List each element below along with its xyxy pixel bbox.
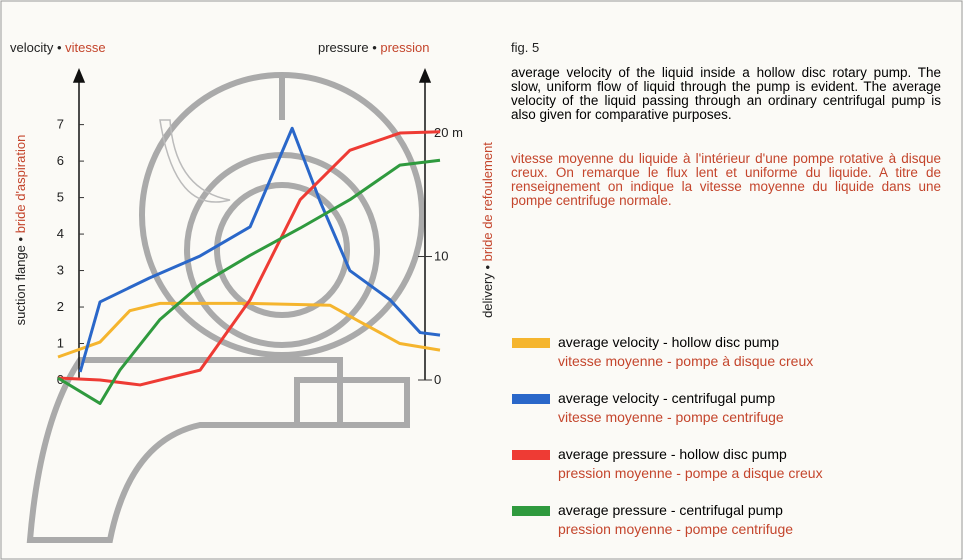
line — [57, 301, 441, 359]
y2-label-en: delivery • — [480, 265, 495, 318]
legend-label: average velocity - hollow disc pump — [558, 334, 779, 350]
legend-label-fr: vitesse moyenne - pompe à disque creux — [558, 353, 814, 369]
legend-swatch — [512, 338, 550, 348]
line — [57, 158, 441, 405]
legend-label: average pressure - centrifugal pump — [558, 502, 783, 518]
line — [57, 130, 441, 387]
y-tick-label: 6 — [57, 153, 64, 168]
legend-label: average pressure - hollow disc pump — [558, 446, 787, 462]
y2-label: delivery • bride de refoulement — [480, 142, 495, 318]
y2-tick-label: 10 — [434, 249, 448, 264]
y2-tick-label: 20 m — [434, 125, 463, 140]
description-fr: vitesse moyenne du liquide à l'intérieur… — [511, 151, 941, 208]
y-title-en: velocity • — [10, 40, 62, 55]
y-tick-label: 2 — [57, 299, 64, 314]
y-label-fr: bride d'aspiration — [13, 135, 28, 234]
legend-label: average velocity - centrifugal pump — [558, 390, 776, 406]
legend-label-fr: pression moyenne - pompe centrifuge — [558, 521, 794, 537]
y-tick-label: 5 — [57, 190, 64, 205]
description: average velocity of the liquid inside a … — [511, 65, 941, 122]
legend-swatch — [512, 450, 550, 460]
legend-swatch — [512, 394, 550, 404]
y-label-en: suction flange • — [13, 236, 28, 325]
y-label: suction flange • bride d'aspiration — [13, 135, 28, 326]
y2-title-en: pressure • — [318, 40, 377, 55]
y-tick-label: 1 — [57, 336, 64, 351]
y-tick-label: 3 — [57, 263, 64, 278]
y2-title: pressure • pression — [318, 40, 430, 55]
y2-label-fr: bride de refoulement — [480, 142, 495, 262]
legend-label-fr: vitesse moyenne - pompe centrifuge — [558, 409, 784, 425]
pump-detail — [159, 119, 231, 203]
legend-label-fr: pression moyenne - pompe a disque creux — [558, 465, 823, 481]
legend-swatch — [512, 506, 550, 516]
y-title-fr: vitesse — [65, 40, 105, 55]
pump-drawing — [26, 72, 425, 543]
y2-title-fr: pression — [380, 40, 429, 55]
y-tick-label: 4 — [57, 226, 64, 241]
y2-tick-label: 0 — [434, 372, 441, 387]
y-tick-label: 7 — [57, 117, 64, 132]
chart-title: fig. 5 — [511, 40, 539, 55]
y-title: velocity • vitesse — [10, 40, 106, 55]
line — [78, 126, 441, 373]
axes — [72, 68, 432, 380]
